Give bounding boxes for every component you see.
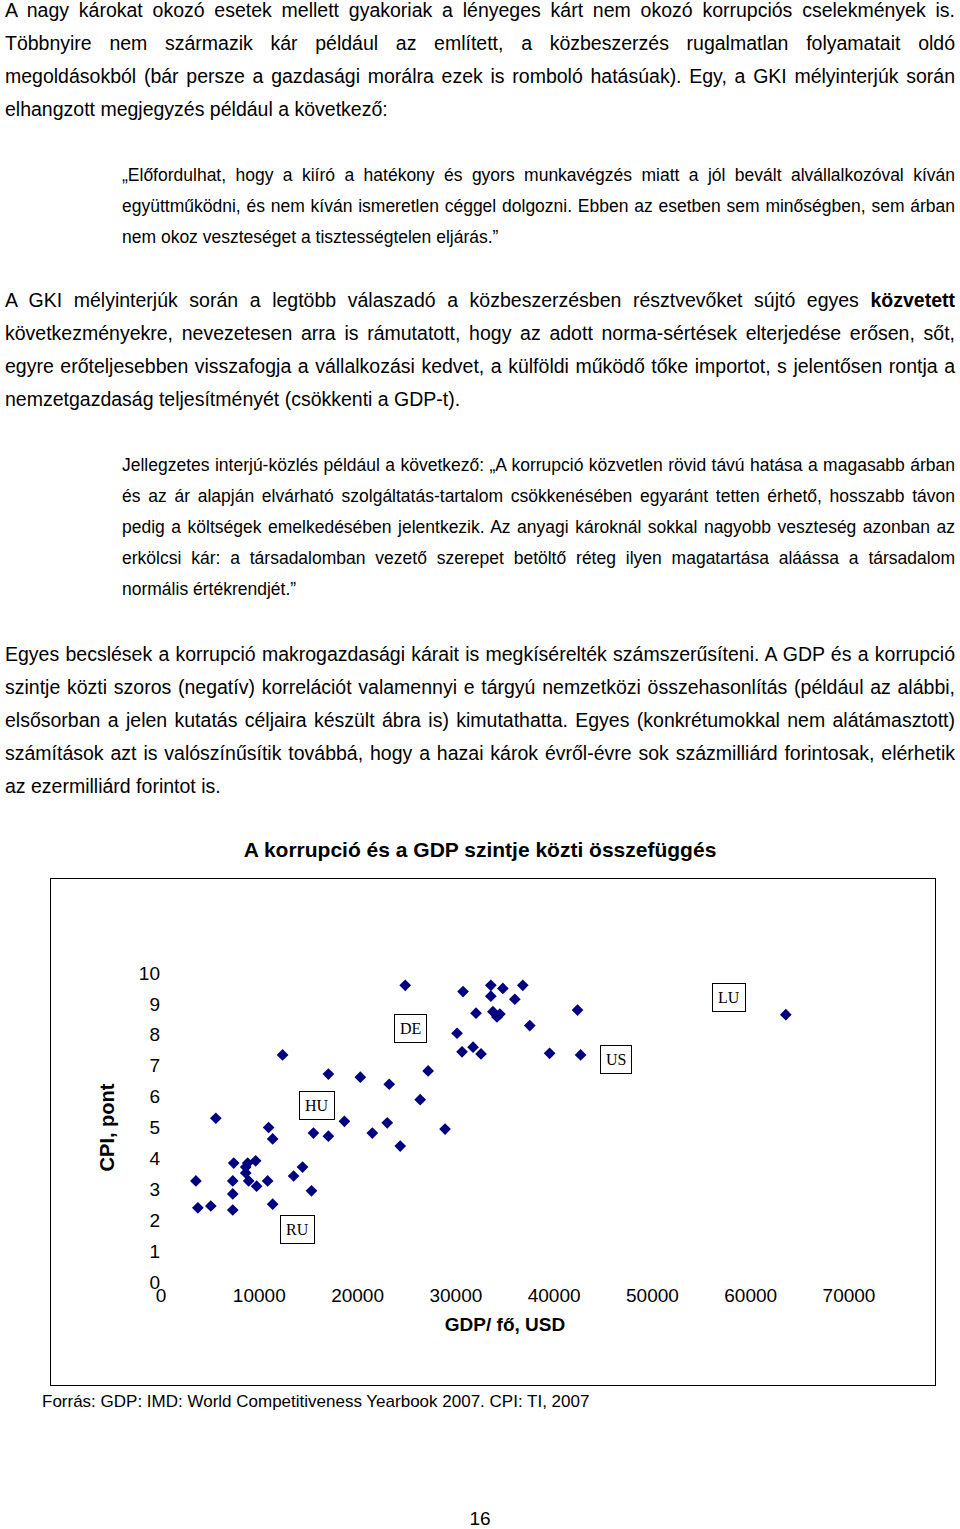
svg-text:40000: 40000 [528,1285,581,1306]
svg-text:10000: 10000 [233,1285,286,1306]
svg-text:GDP/ fő, USD: GDP/ fő, USD [445,1314,565,1335]
svg-text:50000: 50000 [626,1285,679,1306]
svg-text:30000: 30000 [429,1285,482,1306]
svg-text:10: 10 [139,963,160,984]
svg-text:RU: RU [286,1221,309,1238]
svg-text:7: 7 [149,1055,160,1076]
svg-text:CPI, pont: CPI, pont [96,1083,118,1171]
svg-text:5: 5 [149,1117,160,1138]
html-text:A GKI mélyinterjúk során a leg: A GKI mélyinterjúk során a legtöbb válas… [5,289,955,311]
html-text:Forrás: GDP: IMD: World Compet: Forrás: GDP: IMD: World Competitiveness … [42,1392,590,1411]
svg-text:9: 9 [149,994,160,1015]
svg-text:2: 2 [149,1210,160,1231]
html-text:Egyes becslések a korrupció ma: Egyes becslések a korrupció makrogazdasá… [5,643,955,797]
svg-text:LU: LU [718,989,740,1006]
svg-text:HU: HU [305,1097,329,1114]
html-text:következményekre, nevezetesen: következményekre, nevezetesen arra is rá… [5,322,955,410]
svg-text:60000: 60000 [724,1285,777,1306]
svg-text:0: 0 [149,1272,160,1293]
svg-text:8: 8 [149,1024,160,1045]
html-text:16: 16 [469,1508,491,1529]
svg-text:70000: 70000 [823,1285,876,1306]
svg-text:US: US [606,1051,626,1068]
svg-text:DE: DE [400,1020,421,1037]
html-text:A nagy károkat okozó esetek me: A nagy károkat okozó esetek mellett gyak… [5,0,955,120]
html-text:A korrupció és a GDP szintje k: A korrupció és a GDP szintje közti össze… [243,838,717,861]
svg-text:1: 1 [149,1241,160,1262]
svg-text:6: 6 [149,1086,160,1107]
svg-text:0: 0 [156,1285,167,1306]
html-text:Jellegzetes interjú-közlés pél: Jellegzetes interjú-közlés például a köv… [122,455,955,599]
svg-text:20000: 20000 [331,1285,384,1306]
svg-text:4: 4 [149,1148,160,1169]
svg-text:3: 3 [149,1179,160,1200]
html-text:„Előfordulhat, hogy a kiíró a: „Előfordulhat, hogy a kiíró a hatékony é… [122,165,955,247]
